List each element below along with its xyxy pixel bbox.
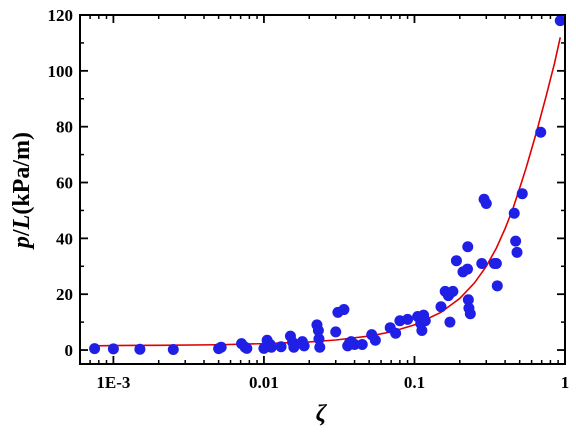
- data-point: [464, 308, 476, 320]
- data-point: [298, 340, 310, 352]
- data-point: [476, 257, 488, 269]
- data-point: [447, 285, 459, 297]
- y-axis-title-slash: /: [9, 229, 35, 237]
- data-point: [516, 188, 528, 200]
- data-point: [508, 207, 520, 219]
- data-point: [480, 197, 492, 209]
- data-point: [491, 280, 503, 292]
- data-point: [435, 301, 447, 313]
- y-tick-label: 60: [56, 174, 73, 193]
- data-point: [419, 315, 431, 327]
- data-point: [444, 316, 456, 328]
- data-point: [535, 126, 547, 138]
- data-point: [241, 342, 253, 354]
- data-point: [416, 325, 428, 336]
- data-point: [390, 327, 402, 339]
- data-point: [314, 341, 326, 353]
- y-axis-title: p/L(kPa/m): [9, 132, 35, 250]
- data-point: [265, 341, 277, 353]
- data-point: [89, 343, 101, 355]
- data-point: [330, 326, 342, 338]
- data-point: [107, 343, 119, 355]
- x-tick-label: 1: [561, 373, 570, 392]
- y-axis-title-unit: (kPa/m): [9, 132, 35, 215]
- data-point: [288, 341, 300, 353]
- y-axis-title-p: p: [9, 236, 35, 250]
- data-point: [554, 15, 566, 27]
- y-tick-label: 20: [56, 285, 73, 304]
- data-point: [312, 325, 324, 336]
- data-point: [402, 313, 414, 325]
- plot-frame: [79, 14, 566, 365]
- data-point: [167, 343, 179, 355]
- data-point: [356, 338, 368, 350]
- y-tick-label: 0: [65, 341, 74, 360]
- data-point: [462, 294, 474, 306]
- data-point: [349, 338, 361, 350]
- data-point: [450, 255, 462, 267]
- fit-curve: [94, 37, 562, 347]
- data-point: [511, 246, 523, 258]
- x-axis-title: ζ: [316, 401, 328, 427]
- data-point: [338, 304, 350, 316]
- y-tick-label: 40: [56, 229, 73, 248]
- data-point: [510, 235, 522, 247]
- plot-layer: 1E-3 0.01 0.1 1 0 20 40 60 80 100 120: [48, 6, 570, 392]
- x-tick-label: 0.01: [249, 373, 279, 392]
- y-tick-label: 100: [48, 62, 74, 81]
- y-axis-title-L: L: [9, 215, 35, 231]
- data-point: [461, 263, 473, 275]
- data-point: [462, 241, 474, 253]
- data-point: [134, 343, 146, 355]
- data-point: [490, 257, 502, 269]
- x-tick-label: 0.1: [404, 373, 425, 392]
- data-point: [313, 333, 325, 345]
- y-tick-label: 120: [48, 6, 74, 25]
- data-point: [369, 334, 381, 346]
- data-point: [215, 341, 227, 353]
- data-point: [275, 341, 287, 353]
- y-tick-label: 80: [56, 118, 73, 137]
- x-tick-label: 1E-3: [96, 373, 130, 392]
